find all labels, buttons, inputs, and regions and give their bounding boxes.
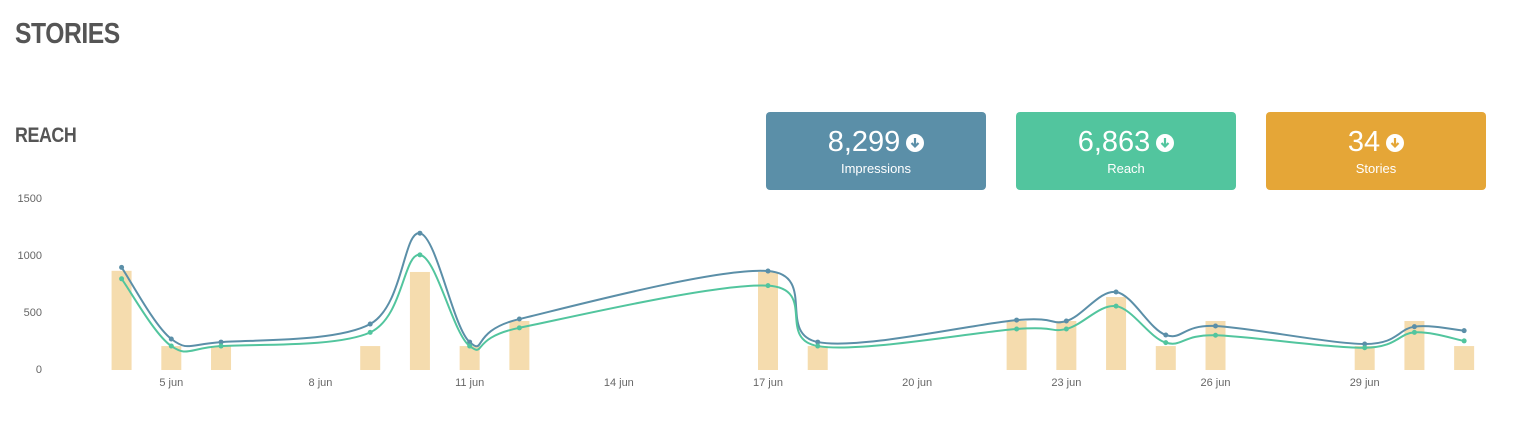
bar <box>409 271 430 370</box>
point <box>119 264 125 270</box>
point <box>765 268 771 274</box>
point <box>417 230 423 236</box>
point <box>1014 317 1020 323</box>
bar <box>1155 346 1176 370</box>
bar <box>1106 297 1127 370</box>
point <box>467 343 473 349</box>
point <box>168 343 174 349</box>
bar <box>758 271 778 370</box>
x-tick-label: 23 jun <box>1051 377 1081 389</box>
card-label: Impressions <box>840 161 912 176</box>
point <box>1213 332 1219 338</box>
point <box>218 339 224 345</box>
point <box>1461 328 1467 334</box>
line <box>120 253 1465 353</box>
card-value: 34 <box>1347 126 1381 158</box>
bar <box>111 270 132 370</box>
x-tick-label: 5 jun <box>159 377 183 389</box>
point <box>467 339 473 345</box>
bar <box>1354 346 1375 370</box>
bar <box>1454 346 1475 370</box>
point <box>1163 340 1169 346</box>
point <box>516 325 522 331</box>
bar <box>360 346 381 370</box>
point <box>765 283 771 289</box>
y-tick-label: 1500 <box>18 193 42 205</box>
line <box>120 232 1465 348</box>
x-tick-label: 8 jun <box>309 377 333 389</box>
x-tick-label: 11 jun <box>455 377 484 389</box>
bar <box>1056 320 1077 370</box>
bar <box>1205 320 1226 370</box>
point <box>1213 323 1219 329</box>
point <box>1362 345 1368 351</box>
bar <box>211 346 232 370</box>
x-tick-label: 20 jun <box>902 377 932 389</box>
point <box>168 336 174 342</box>
point <box>1411 324 1417 330</box>
card-label: Stories <box>1355 161 1397 176</box>
point <box>119 276 125 282</box>
down-icon <box>1156 133 1175 152</box>
bar <box>161 346 182 370</box>
point <box>367 329 373 335</box>
y-tick-label: 500 <box>24 307 42 319</box>
bar <box>1006 320 1027 370</box>
x-tick-label: 29 jun <box>1350 377 1380 389</box>
bar <box>1404 320 1425 370</box>
point <box>218 343 224 349</box>
page-title: STORIES <box>15 18 120 50</box>
point <box>1063 326 1069 332</box>
card: 6,863 Reach <box>1016 112 1236 190</box>
point <box>1113 289 1119 295</box>
y-tick-label: 0 <box>36 364 42 376</box>
point <box>815 339 821 345</box>
point <box>1063 318 1069 324</box>
point <box>1411 329 1417 335</box>
section-title: REACH <box>15 124 77 147</box>
x-tick-label: 14 jun <box>604 377 634 389</box>
card: 8,299 Impressions <box>766 112 986 190</box>
down-icon <box>1386 133 1405 152</box>
down-icon <box>906 133 925 152</box>
y-tick-label: 1000 <box>18 250 42 262</box>
bar <box>459 346 480 370</box>
bar <box>807 346 828 370</box>
card-value: 6,863 <box>1077 126 1151 158</box>
card-label: Reach <box>1107 161 1145 176</box>
point <box>417 252 423 258</box>
card-value: 8,299 <box>827 126 901 158</box>
point <box>815 343 821 349</box>
point <box>1362 341 1368 347</box>
x-tick-label: 26 jun <box>1201 377 1231 389</box>
point <box>516 316 522 322</box>
point <box>1461 338 1467 344</box>
card: 34 Stories <box>1266 112 1486 190</box>
point <box>1014 326 1020 332</box>
point <box>1113 303 1119 309</box>
point <box>367 321 373 327</box>
bar <box>509 320 530 370</box>
point <box>1163 332 1169 338</box>
x-tick-label: 17 jun <box>753 377 783 389</box>
